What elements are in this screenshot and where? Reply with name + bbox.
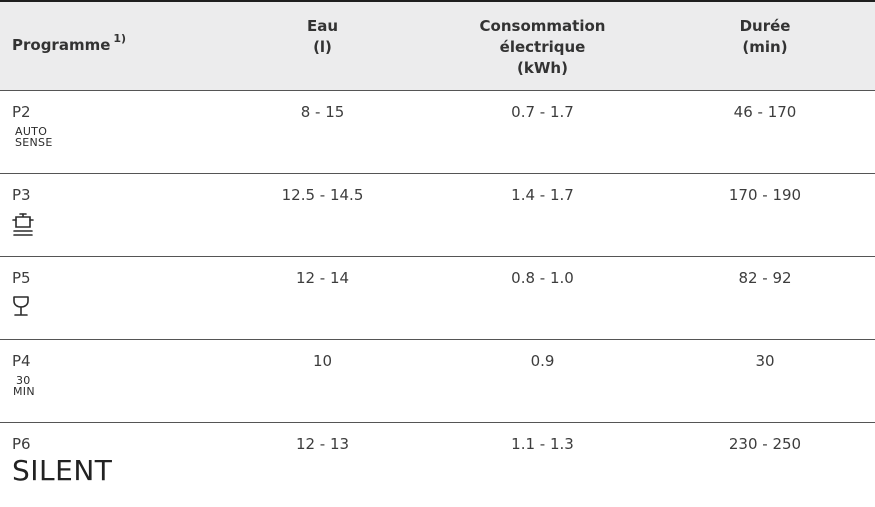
header-programme-label: Programme	[12, 36, 111, 54]
header-duration: Durée (min)	[655, 0, 875, 91]
energy-value: 0.7 - 1.7	[511, 103, 574, 121]
programme-code: P3	[12, 186, 31, 204]
silent-icon: SILENT	[12, 454, 113, 487]
30-min-icon: 30 MIN	[12, 375, 215, 397]
auto-sense-icon-line2: SENSE	[15, 136, 53, 149]
glass-icon	[13, 296, 29, 316]
water-value: 12.5 - 14.5	[281, 186, 364, 204]
header-duration-unit: (min)	[742, 38, 788, 56]
header-programme-footnote: 1)	[113, 32, 127, 45]
programme-cell: P2 AUTO SENSE	[0, 90, 215, 174]
programme-cell: P6 SILENT	[0, 422, 215, 507]
table-row: P3 12.5 - 14.5 1.4 - 1	[0, 173, 875, 257]
duration-cell: 230 - 250	[655, 422, 875, 507]
water-cell: 8 - 15	[215, 90, 430, 174]
programme-code: P2	[12, 103, 31, 121]
30-min-icon-line2: MIN	[13, 385, 35, 398]
header-energy-label-2: électrique	[499, 38, 586, 56]
duration-value: 82 - 92	[738, 269, 792, 287]
water-value: 12 - 13	[295, 435, 350, 453]
water-cell: 12 - 13	[215, 422, 430, 507]
duration-value: 230 - 250	[728, 435, 802, 453]
duration-cell: 30	[655, 339, 875, 423]
water-cell: 12.5 - 14.5	[215, 173, 430, 257]
water-value: 8 - 15	[300, 103, 345, 121]
duration-cell: 46 - 170	[655, 90, 875, 174]
water-cell: 10	[215, 339, 430, 423]
programme-cell: P3	[0, 173, 215, 257]
programme-code: P6	[12, 435, 31, 453]
programme-code: P5	[12, 269, 31, 287]
water-value: 10	[312, 352, 333, 370]
header-row: Programme 1) Eau (l) Consommation électri…	[0, 0, 875, 91]
header-duration-label: Durée	[739, 17, 791, 35]
table-row: P4 30 MIN 10 0.9 30	[0, 339, 875, 423]
water-value: 12 - 14	[295, 269, 350, 287]
table-row: P2 AUTO SENSE 8 - 15 0.7 - 1.7 46 - 170	[0, 90, 875, 174]
energy-cell: 0.9	[430, 339, 655, 423]
programme-cell: P4 30 MIN	[0, 339, 215, 423]
header-programme: Programme 1)	[0, 0, 215, 91]
programme-cell: P5	[0, 256, 215, 340]
energy-cell: 1.1 - 1.3	[430, 422, 655, 507]
header-energy-unit: (kWh)	[517, 59, 568, 77]
water-cell: 12 - 14	[215, 256, 430, 340]
energy-value: 0.8 - 1.0	[511, 269, 574, 287]
energy-cell: 0.8 - 1.0	[430, 256, 655, 340]
energy-value: 0.9	[530, 352, 555, 370]
auto-sense-icon-line1: AUTO	[15, 125, 48, 138]
pot-intensive-icon	[12, 213, 34, 236]
energy-cell: 0.7 - 1.7	[430, 90, 655, 174]
30-min-icon-line1: 30	[16, 374, 31, 387]
energy-value: 1.1 - 1.3	[511, 435, 574, 453]
duration-cell: 82 - 92	[655, 256, 875, 340]
duration-value: 30	[755, 352, 775, 370]
auto-sense-icon: AUTO SENSE	[12, 126, 215, 148]
table-row: P6 SILENT 12 - 13 1.1 - 1.3 230 - 250	[0, 422, 875, 507]
header-water: Eau (l)	[215, 0, 430, 91]
header-energy-label-1: Consommation	[479, 17, 606, 35]
header-water-unit: (l)	[313, 38, 332, 56]
energy-cell: 1.4 - 1.7	[430, 173, 655, 257]
table-row: P5 12 - 14 0.8 - 1.0 82 - 92	[0, 256, 875, 340]
header-water-label: Eau	[306, 17, 339, 35]
duration-value: 170 - 190	[728, 186, 802, 204]
programme-code: P4	[12, 352, 31, 370]
header-energy: Consommation électrique (kWh)	[430, 0, 655, 91]
energy-value: 1.4 - 1.7	[511, 186, 574, 204]
duration-value: 46 - 170	[733, 103, 797, 121]
duration-cell: 170 - 190	[655, 173, 875, 257]
